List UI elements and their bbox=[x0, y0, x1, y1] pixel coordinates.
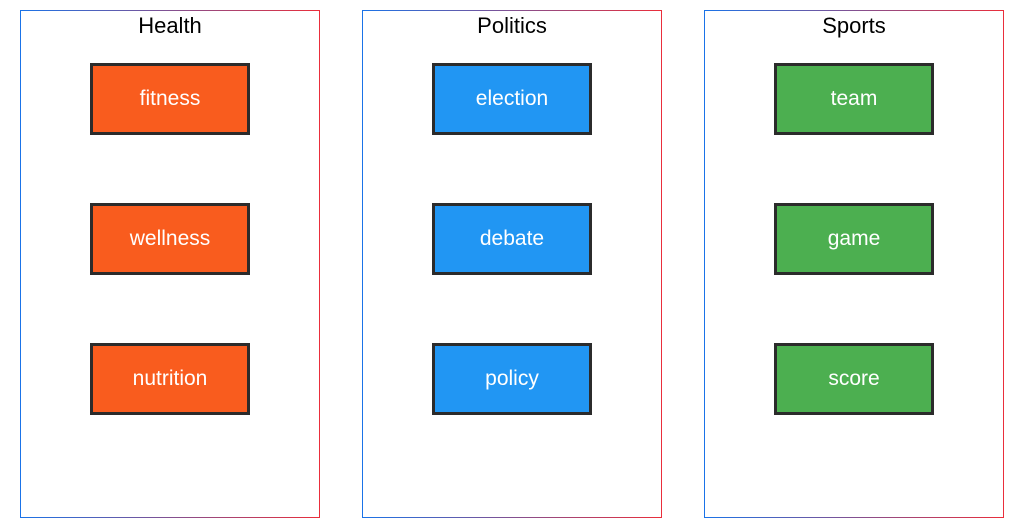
item-label: policy bbox=[485, 367, 539, 391]
item-label: election bbox=[476, 87, 548, 111]
panel-title-sports: Sports bbox=[822, 13, 886, 39]
item-label: team bbox=[831, 87, 878, 111]
panel-items-politics: election debate policy bbox=[432, 63, 592, 415]
item-label: game bbox=[828, 227, 881, 251]
panel-sports: Sports team game score bbox=[704, 10, 1004, 518]
item-label: nutrition bbox=[133, 367, 208, 391]
item-politics-1: debate bbox=[432, 203, 592, 275]
item-health-2: nutrition bbox=[90, 343, 250, 415]
item-label: wellness bbox=[130, 227, 211, 251]
item-health-1: wellness bbox=[90, 203, 250, 275]
panel-items-health: fitness wellness nutrition bbox=[90, 63, 250, 415]
item-politics-2: policy bbox=[432, 343, 592, 415]
item-label: score bbox=[828, 367, 879, 391]
panel-title-health: Health bbox=[138, 13, 202, 39]
item-politics-0: election bbox=[432, 63, 592, 135]
panel-title-politics: Politics bbox=[477, 13, 547, 39]
item-label: debate bbox=[480, 227, 544, 251]
item-label: fitness bbox=[140, 87, 201, 111]
panel-health: Health fitness wellness nutrition bbox=[20, 10, 320, 518]
item-health-0: fitness bbox=[90, 63, 250, 135]
panel-politics: Politics election debate policy bbox=[362, 10, 662, 518]
item-sports-1: game bbox=[774, 203, 934, 275]
item-sports-0: team bbox=[774, 63, 934, 135]
item-sports-2: score bbox=[774, 343, 934, 415]
panel-items-sports: team game score bbox=[774, 63, 934, 415]
